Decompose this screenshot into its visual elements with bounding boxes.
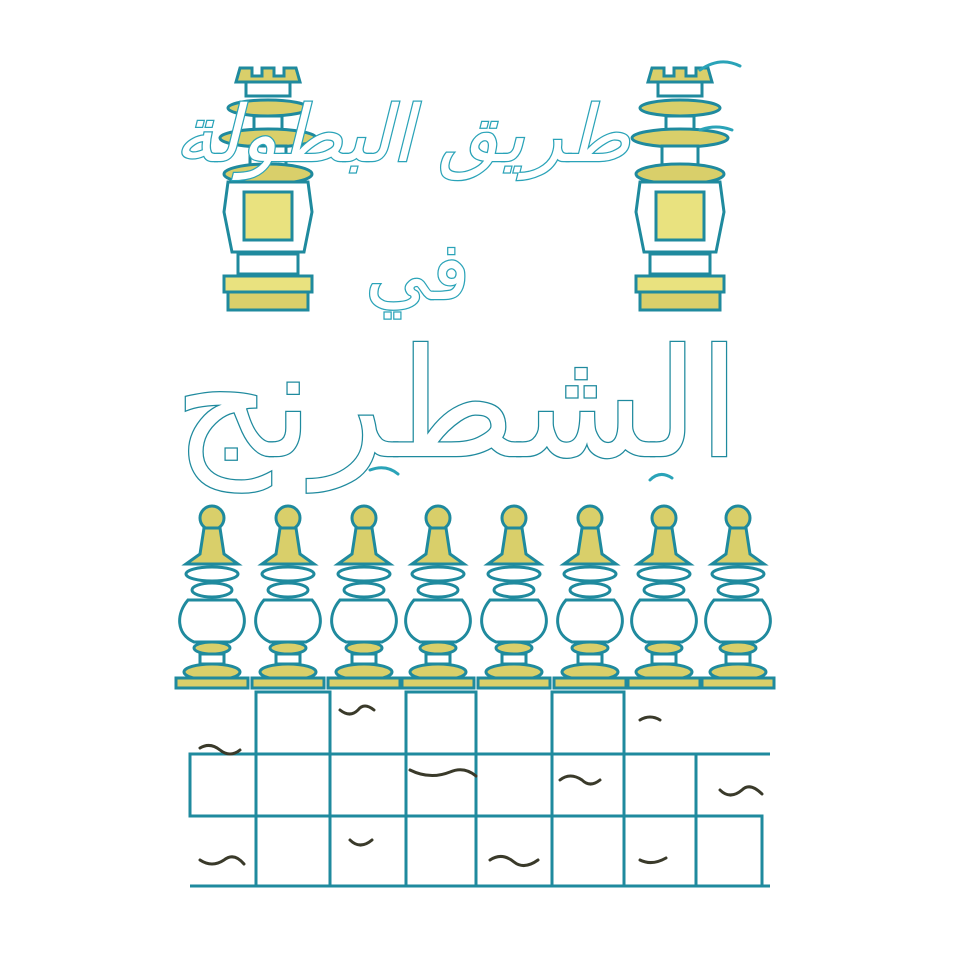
pawn-icon [700,504,776,690]
pawn-row [174,504,776,690]
pawn-icon [552,504,628,690]
title-line-2: في [364,225,471,318]
pawn-icon [400,504,476,690]
title-line-3: الشطرنج [173,317,740,494]
title-line-1: طريق البطولة [173,89,631,182]
pawn-icon [626,504,702,690]
chessboard-texture [198,704,764,867]
pawn-icon [476,504,552,690]
pawn-icon [326,504,402,690]
chessboard [188,690,770,888]
pawn-icon [174,504,250,690]
rook-right [630,66,730,312]
rook-icon [630,66,730,312]
ornament [368,60,742,482]
pawn-icon [250,504,326,690]
